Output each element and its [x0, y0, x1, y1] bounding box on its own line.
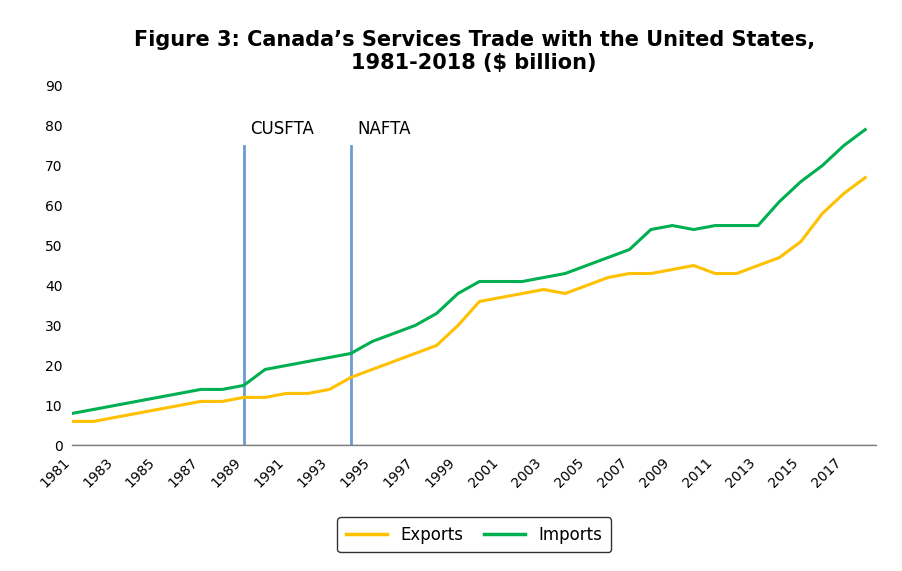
Title: Figure 3: Canada’s Services Trade with the United States,
1981-2018 ($ billion): Figure 3: Canada’s Services Trade with t… — [133, 30, 814, 73]
Text: CUSFTA: CUSFTA — [250, 119, 314, 138]
Legend: Exports, Imports: Exports, Imports — [337, 517, 610, 552]
Text: NAFTA: NAFTA — [357, 119, 410, 138]
